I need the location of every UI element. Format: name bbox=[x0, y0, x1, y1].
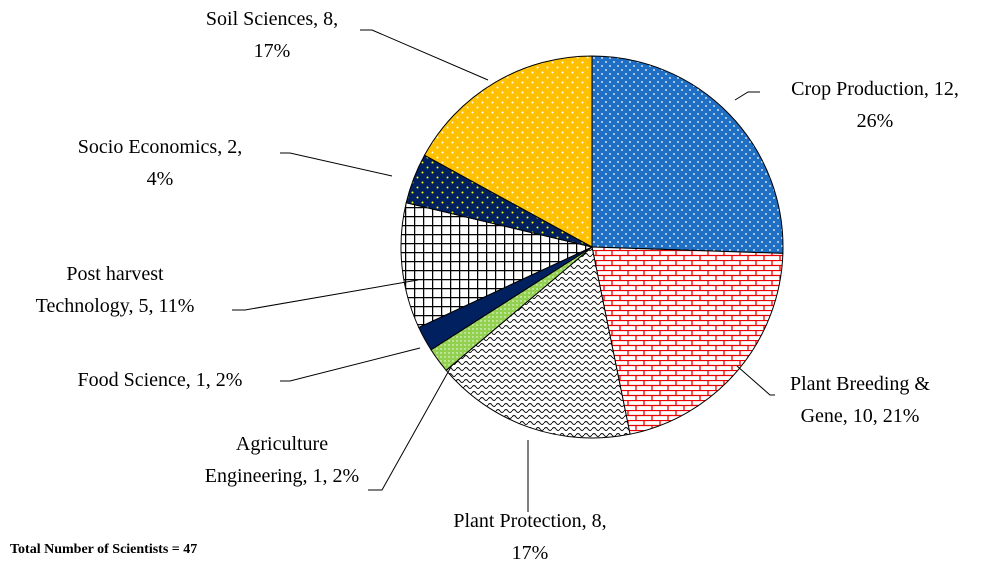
pie-slice bbox=[400, 202, 594, 329]
pie-slice bbox=[423, 55, 593, 248]
pie-slice bbox=[591, 55, 784, 254]
data-label: Plant Breeding & Gene, 10, 21% bbox=[790, 373, 930, 427]
leader-line bbox=[232, 279, 419, 311]
leader-line bbox=[368, 364, 453, 491]
data-label: Crop Production, 12, 26% bbox=[791, 78, 959, 132]
leader-line bbox=[736, 365, 775, 396]
data-label: Soil Sciences, 8, 17% bbox=[206, 8, 338, 62]
data-label: Food Science, 1, 2% bbox=[78, 369, 243, 391]
leader-line bbox=[280, 152, 393, 177]
pie-slice bbox=[591, 246, 784, 435]
annotation: Total Number of Scientists = 47 bbox=[10, 542, 197, 557]
data-label: Post harvest Technology, 5, 11% bbox=[36, 263, 195, 317]
data-label: Socio Economics, 2, 4% bbox=[78, 136, 242, 190]
pie-slice bbox=[445, 246, 631, 439]
leader-line bbox=[280, 347, 421, 382]
data-label: Agriculture Engineering, 1, 2% bbox=[205, 433, 359, 487]
leader-line bbox=[734, 91, 760, 101]
data-label: Plant Protection, 8, 17% bbox=[453, 510, 606, 562]
leader-line bbox=[360, 29, 489, 81]
